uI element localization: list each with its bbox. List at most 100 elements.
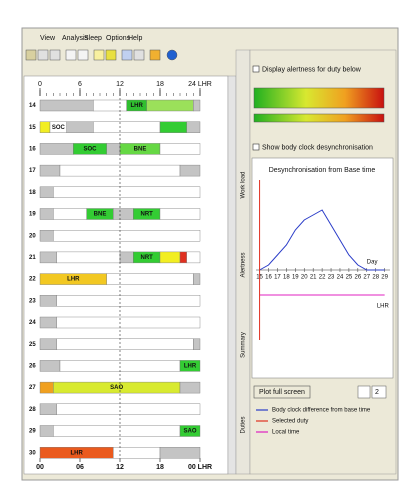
x-tick-label: 22 (319, 275, 326, 281)
annotation: Day (367, 260, 378, 266)
side-tab[interactable]: Work load (241, 172, 247, 199)
duty-segment[interactable] (39, 316, 57, 329)
x-tick-label: 28 (372, 275, 379, 281)
duty-segment[interactable] (39, 251, 57, 264)
duty-segment[interactable] (179, 251, 187, 264)
alertness-gradient (253, 113, 385, 123)
menu-item[interactable]: View (40, 35, 56, 42)
tool-icon[interactable] (93, 49, 105, 61)
duty-segment[interactable] (39, 229, 54, 242)
side-tab[interactable]: Duties (241, 416, 247, 433)
row-label: 21 (29, 255, 36, 261)
duty-segment[interactable] (53, 229, 201, 242)
duty-segment[interactable] (146, 99, 194, 112)
top-tick-label: 0 (38, 81, 42, 88)
duty-segment[interactable] (179, 164, 201, 177)
tool-icon[interactable] (49, 49, 61, 61)
duty-segment[interactable] (39, 295, 57, 307)
duty-segment[interactable] (39, 403, 57, 415)
spinner[interactable] (371, 385, 387, 399)
duty-segment[interactable] (159, 143, 201, 155)
duty-segment[interactable] (179, 381, 201, 394)
duty-segment[interactable] (39, 208, 54, 220)
duty-segment[interactable] (39, 99, 94, 112)
scrollbar[interactable] (227, 75, 237, 475)
duty-segment[interactable] (186, 121, 201, 133)
duty-segment[interactable] (39, 338, 57, 350)
duty-segment[interactable] (39, 425, 54, 437)
tool-icon[interactable] (105, 49, 117, 61)
row-label: 25 (29, 342, 36, 348)
duty-segment[interactable] (53, 425, 181, 437)
bottom-tick-label: 12 (116, 464, 124, 471)
duty-segment[interactable] (39, 143, 74, 155)
row-label: 17 (29, 168, 36, 174)
duty-segment[interactable] (93, 99, 127, 112)
duty-segment[interactable] (53, 186, 201, 199)
button-label[interactable]: Plot full screen (259, 389, 305, 396)
legend-label: Body clock difference from base time (272, 408, 371, 414)
duty-segment[interactable] (39, 186, 54, 199)
duty-segment[interactable] (53, 208, 87, 220)
duty-segment[interactable] (106, 143, 121, 155)
tool-icon[interactable] (166, 49, 178, 61)
duty-segment[interactable] (193, 338, 201, 350)
menu-item[interactable]: Help (128, 35, 143, 42)
duty-segment[interactable] (186, 251, 201, 264)
segment-label: BNE (134, 146, 147, 152)
duty-segment[interactable] (56, 403, 201, 415)
duty-segment[interactable] (39, 164, 61, 177)
duty-segment[interactable] (39, 121, 51, 133)
tool-icon[interactable] (121, 49, 133, 61)
menu-item[interactable]: Sleep (84, 35, 102, 42)
duty-segment[interactable] (159, 447, 201, 459)
duty-segment[interactable] (159, 121, 187, 133)
tool-icon[interactable] (65, 49, 77, 61)
bottom-tick-label: 06 (76, 464, 84, 471)
x-tick-label: 26 (354, 275, 361, 281)
duty-segment[interactable] (159, 208, 201, 220)
duty-segment[interactable] (193, 99, 201, 112)
segment-label: LHR (130, 103, 143, 109)
duty-segment[interactable] (56, 251, 121, 264)
spin-icon[interactable] (357, 385, 371, 399)
duty-segment[interactable] (113, 208, 134, 220)
duty-segment[interactable] (179, 360, 201, 372)
duty-segment[interactable] (106, 273, 194, 285)
tool-icon[interactable] (77, 49, 89, 61)
duty-segment[interactable] (39, 381, 54, 394)
duty-segment[interactable] (113, 447, 161, 459)
duty-segment[interactable] (119, 251, 134, 264)
menu-item[interactable]: Options (106, 35, 131, 42)
chart-frame (251, 157, 394, 379)
spinner-value[interactable]: 2 (375, 389, 379, 396)
tool-icon[interactable] (37, 49, 49, 61)
top-tick-label: 24 LHR (188, 81, 212, 88)
chart-title: Desynchronisation from Base time (269, 167, 376, 174)
side-tab[interactable]: Summary (241, 332, 247, 358)
duty-segment[interactable] (66, 121, 94, 133)
side-tab[interactable]: Alertness (241, 252, 247, 277)
checkbox[interactable] (252, 143, 260, 151)
duty-segment[interactable] (56, 338, 194, 350)
tool-icon[interactable] (133, 49, 145, 61)
segment-label: BNE (94, 212, 107, 218)
tool-icon[interactable] (25, 49, 37, 61)
x-tick-label: 29 (381, 275, 388, 281)
duty-segment[interactable] (159, 251, 181, 264)
button[interactable] (253, 385, 311, 399)
duty-segment[interactable] (93, 121, 161, 133)
menu-item[interactable]: Analysis (62, 35, 89, 42)
duty-segment[interactable] (56, 295, 201, 307)
series-line (259, 209, 385, 271)
segment-label: SOC (52, 125, 66, 131)
x-tick-label: 21 (310, 275, 317, 281)
top-tick-label: 12 (116, 81, 124, 88)
duty-segment[interactable] (56, 316, 201, 329)
duty-segment[interactable] (193, 273, 201, 285)
tool-icon[interactable] (149, 49, 161, 61)
checkbox[interactable] (252, 65, 260, 73)
duty-segment[interactable] (39, 360, 61, 372)
x-tick-label: 16 (265, 275, 272, 281)
duty-segment[interactable] (179, 425, 201, 437)
